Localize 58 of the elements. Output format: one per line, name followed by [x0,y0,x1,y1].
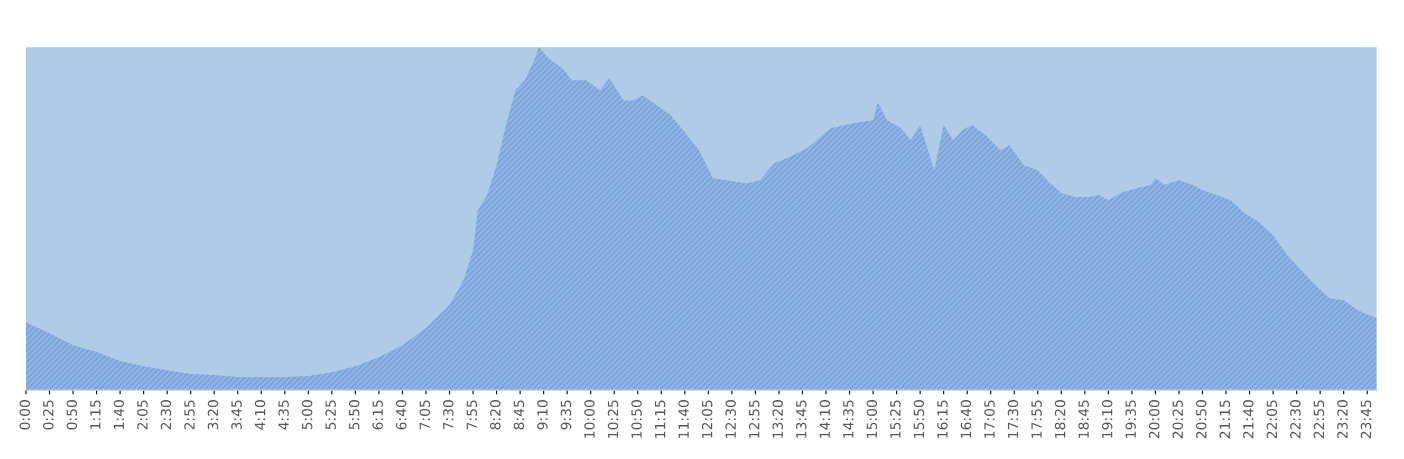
x-tick-label: 7:05 [419,400,431,430]
x-tick-label: 18:45 [1078,400,1089,438]
x-tick-label: 21:40 [1243,400,1254,439]
x-tick-label: 5:25 [325,400,336,430]
x-tick-label: 2:30 [160,400,172,430]
x-tick-label: 3:20 [207,400,219,430]
x-tick-label: 1:15 [90,400,101,429]
x-tick-label: 14:35 [843,400,854,438]
x-tick-label: 17:05 [984,400,995,438]
x-tick-label: 22:55 [1313,400,1325,439]
x-tick-label: 5:50 [348,400,360,430]
x-tick-label: 0:50 [66,400,78,430]
x-tick-label: 20:50 [1196,400,1207,439]
x-tick-label: 0:25 [43,400,54,430]
x-tick-label: 7:55 [466,400,478,430]
x-tick-label: 9:10 [537,400,548,430]
x-tick-label: 5:00 [301,400,313,430]
x-tick-label: 8:45 [513,400,525,430]
x-tick-label: 19:35 [1125,400,1136,438]
x-tick-label: 12:55 [748,400,760,438]
x-tick-label: 17:30 [1007,400,1019,438]
x-tick-label: 22:05 [1266,400,1278,439]
x-tick-label: 18:20 [1054,400,1066,438]
x-tick-label: 13:45 [796,400,807,438]
x-tick-label: 21:15 [1219,400,1231,439]
x-tick-label: 15:00 [866,400,878,438]
x-tick-label: 1:40 [113,400,125,429]
x-tick-label: 17:55 [1031,400,1042,438]
x-tick-label: 8:20 [490,400,501,430]
x-tick-label: 2:05 [137,400,148,430]
x-tick-label: 4:10 [254,400,266,430]
x-tick-label: 12:05 [701,400,713,438]
x-tick-label: 7:30 [443,400,454,430]
x-tick-label: 0:00 [19,400,30,430]
x-tick-label: 11:15 [655,400,666,438]
x-tick-label: 9:35 [560,400,572,430]
x-tick-label: 10:25 [607,400,619,438]
x-tick-label: 15:25 [890,400,901,438]
x-tick-label: 23:45 [1360,400,1372,439]
x-tick-label: 6:15 [372,400,383,430]
x-tick-label: 22:30 [1290,400,1301,439]
x-tick-label: 6:40 [395,400,407,430]
x-tick-label: 20:00 [1148,400,1160,439]
x-tick-label: 11:40 [678,400,689,438]
x-tick-label: 15:50 [913,400,925,438]
x-tick-label: 10:00 [584,400,595,438]
x-tick-label: 14:10 [819,400,831,438]
x-tick-label: 12:30 [725,400,736,438]
x-tick-label: 23:20 [1337,400,1348,439]
x-tick-label: 10:50 [631,400,642,438]
x-tick-label: 16:40 [960,400,972,438]
x-tick-label: 2:55 [184,400,195,430]
x-tick-label: 13:20 [772,400,783,438]
x-tick-label: 16:15 [937,400,948,438]
x-tick-label: 20:25 [1172,400,1183,439]
x-tick-label: 3:45 [231,400,242,430]
x-tick-label: 19:10 [1101,400,1113,438]
x-tick-label: 4:35 [278,400,289,430]
